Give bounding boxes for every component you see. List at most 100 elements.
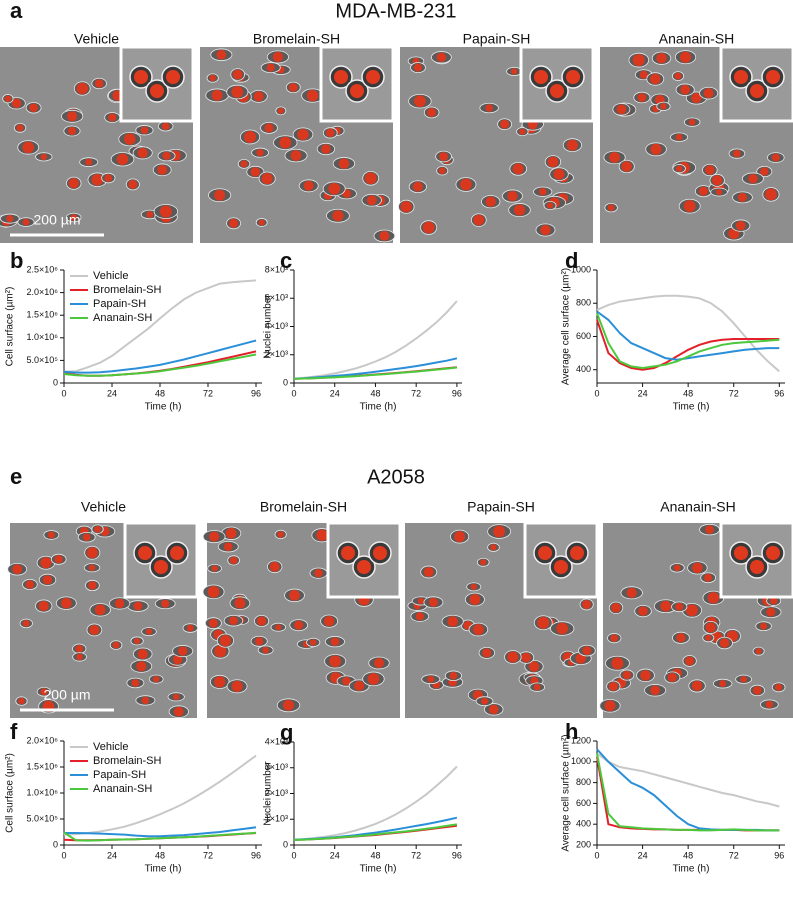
nucleus xyxy=(256,149,264,157)
nucleus xyxy=(422,221,435,234)
inset-nucleus xyxy=(734,546,748,560)
data-line xyxy=(596,753,780,832)
inset-nucleus xyxy=(766,70,780,84)
data-line xyxy=(596,319,780,371)
nucleus xyxy=(229,218,239,228)
nucleus xyxy=(22,620,30,627)
nucleus xyxy=(705,634,712,641)
x-tick-label: 96 xyxy=(452,850,462,860)
nucleus xyxy=(131,679,140,687)
y-tick-label: 200 xyxy=(576,839,591,849)
x-axis-title: Time (h) xyxy=(673,402,710,413)
nucleus xyxy=(161,122,170,130)
nucleus xyxy=(765,188,777,201)
nucleus xyxy=(253,91,264,102)
nucleus xyxy=(770,597,778,605)
x-tick-label: 48 xyxy=(370,850,380,860)
nucleus xyxy=(685,656,695,666)
y-tick-label: 3×10³ xyxy=(265,762,288,772)
nucleus xyxy=(326,128,335,138)
nucleus xyxy=(469,594,481,605)
nucleus xyxy=(771,153,780,162)
nucleus xyxy=(438,167,446,175)
nucleus xyxy=(760,167,769,176)
nucleus xyxy=(676,165,683,172)
nucleus xyxy=(6,215,14,223)
inset-nucleus xyxy=(350,84,364,98)
nucleus xyxy=(67,111,78,122)
y-tick-label: 400 xyxy=(576,819,591,829)
nucleus xyxy=(650,143,662,155)
nucleus xyxy=(582,599,592,609)
nucleus xyxy=(54,555,63,564)
nucleus xyxy=(675,133,683,141)
x-tick-label: 96 xyxy=(251,850,261,860)
nucleus xyxy=(240,160,248,168)
nucleus xyxy=(262,646,269,654)
nucleus xyxy=(94,604,106,616)
nucleus xyxy=(707,592,720,604)
x-tick-label: 0 xyxy=(61,388,66,398)
y-tick-label: 2.5×10⁶ xyxy=(27,264,59,274)
nucleus xyxy=(136,661,147,672)
nucleus xyxy=(639,70,648,79)
x-tick-label: 72 xyxy=(203,850,213,860)
nucleus xyxy=(521,652,532,663)
legend-label: Ananain-SH xyxy=(93,312,152,324)
nucleus xyxy=(736,220,746,231)
inset-nucleus xyxy=(734,70,748,84)
nucleus xyxy=(674,72,682,80)
nucleus xyxy=(423,567,434,577)
nucleus xyxy=(88,564,96,571)
y-axis-title: Average cell surface (µm²) xyxy=(561,734,572,851)
nucleus xyxy=(412,181,423,192)
nucleus xyxy=(638,606,648,616)
nucleus xyxy=(660,103,667,110)
nucleus xyxy=(178,646,188,656)
data-line xyxy=(596,294,780,373)
nucleus xyxy=(507,651,519,663)
y-tick-label: 0 xyxy=(283,377,288,387)
inset-nucleus xyxy=(566,70,580,84)
nucleus xyxy=(374,657,384,668)
inset-nucleus xyxy=(154,560,168,574)
nucleus xyxy=(667,672,677,682)
nucleus xyxy=(256,616,267,626)
x-tick-label: 96 xyxy=(774,850,784,860)
nucleus xyxy=(537,616,550,629)
nucleus xyxy=(229,556,238,565)
nucleus xyxy=(70,214,78,221)
data-line xyxy=(596,310,780,361)
nucleus xyxy=(67,127,76,136)
nucleus xyxy=(290,150,302,161)
nucleus xyxy=(427,108,437,117)
x-tick-label: 72 xyxy=(411,388,421,398)
x-axis-title: Time (h) xyxy=(360,864,397,875)
nucleus xyxy=(12,564,23,575)
nucleus xyxy=(91,173,104,186)
inset-nucleus xyxy=(750,560,764,574)
nucleus xyxy=(436,52,447,63)
nucleus xyxy=(704,573,713,582)
nucleus xyxy=(229,616,238,626)
data-line xyxy=(293,765,458,841)
nucleus xyxy=(146,211,154,218)
y-tick-label: 800 xyxy=(576,777,591,787)
x-tick-label: 24 xyxy=(638,850,648,860)
nucleus xyxy=(329,655,341,668)
y-tick-label: 1.5×10⁶ xyxy=(27,761,59,771)
panel-letter: b xyxy=(10,248,23,273)
section-letter: a xyxy=(10,0,23,23)
nucleus xyxy=(703,88,714,99)
nucleus xyxy=(332,210,344,222)
image-label: Vehicle xyxy=(81,499,126,515)
nucleus xyxy=(258,219,265,226)
x-tick-label: 24 xyxy=(107,850,117,860)
x-tick-label: 0 xyxy=(291,388,296,398)
nucleus xyxy=(22,218,30,226)
x-tick-label: 72 xyxy=(203,388,213,398)
nucleus xyxy=(279,136,292,149)
nucleus xyxy=(244,130,257,143)
image-label: Vehicle xyxy=(74,31,119,47)
nucleus xyxy=(104,174,113,182)
